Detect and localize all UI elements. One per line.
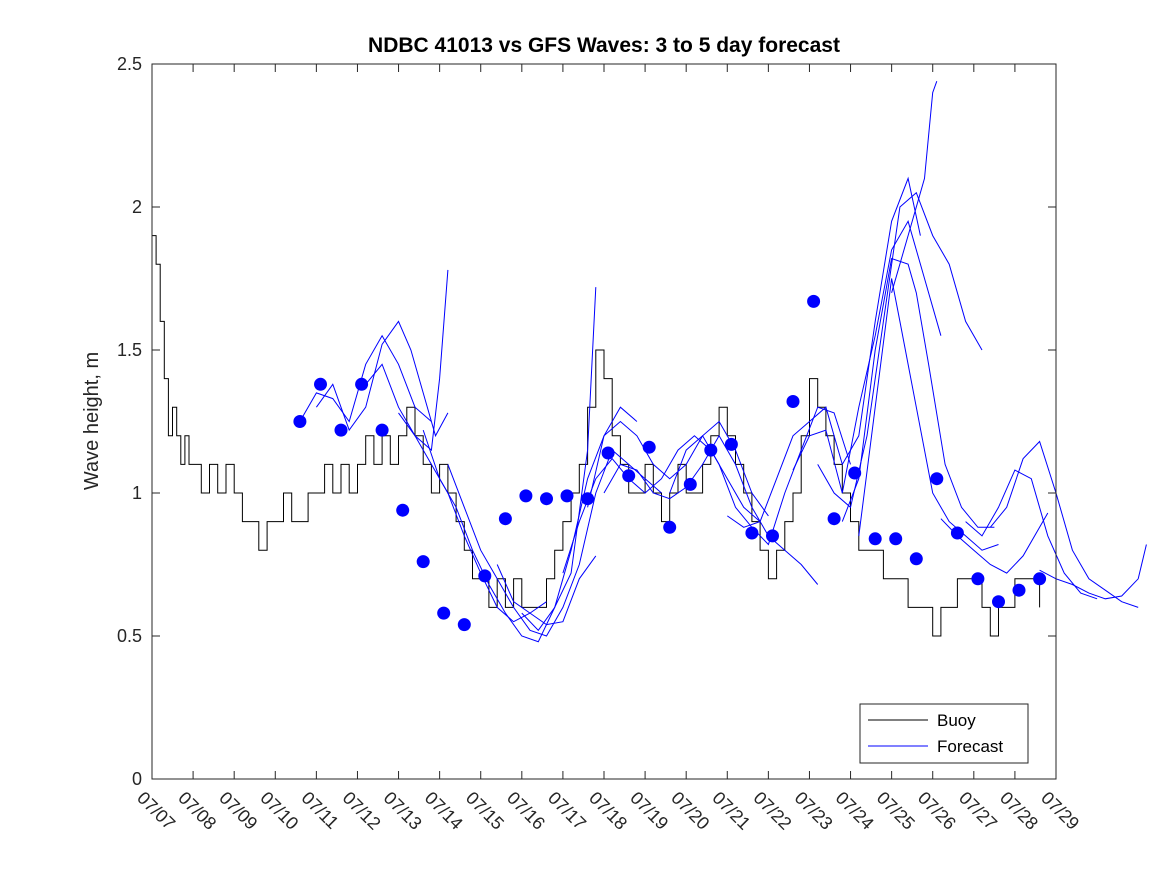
forecast-run-line [669, 406, 851, 546]
y-tick-label: 2.5 [117, 54, 142, 74]
forecast-point [519, 489, 533, 503]
x-tick-label: 07/15 [462, 788, 508, 834]
forecast-point [642, 440, 656, 454]
y-tick-label: 0.5 [117, 626, 142, 646]
x-tick-label: 07/27 [955, 788, 1001, 834]
plot-area [152, 64, 1056, 779]
forecast-point [807, 294, 821, 308]
forecast-point [950, 526, 964, 540]
forecast-run-line [299, 334, 432, 423]
forecast-point [437, 606, 451, 620]
forecast-point [909, 552, 923, 566]
y-tick-label: 1 [132, 483, 142, 503]
forecast-run-line [989, 440, 1139, 608]
forecast-point [293, 415, 307, 428]
forecast-point [786, 395, 800, 408]
forecast-point [314, 377, 327, 391]
legend-buoy-label: Buoy [937, 711, 976, 730]
forecast-point [478, 569, 492, 583]
forecast-point [848, 466, 862, 480]
forecast-run-line [447, 449, 662, 637]
x-tick-label: 07/11 [298, 788, 343, 833]
forecast-point [375, 423, 389, 437]
x-tick-label: 07/17 [544, 788, 590, 834]
forecast-point [704, 443, 718, 457]
forecast-point [1012, 583, 1026, 597]
legend-forecast-label: Forecast [937, 737, 1003, 756]
forecast-run-line [891, 81, 938, 293]
legend: Buoy Forecast [859, 703, 1029, 764]
forecast-point [930, 472, 944, 486]
forecast-point [1033, 572, 1047, 586]
forecast-point [766, 529, 779, 543]
x-tick-label: 07/24 [832, 788, 878, 834]
plot-frame [151, 63, 1057, 780]
forecast-run-line [521, 287, 597, 632]
x-tick-label: 07/29 [1037, 788, 1083, 834]
forecast-run-line [1039, 544, 1147, 600]
forecast-point [663, 520, 677, 534]
forecast-run-line [422, 406, 638, 643]
forecast-point [334, 423, 348, 437]
x-tick-label: 07/07 [133, 788, 179, 834]
x-tick-label: 07/25 [873, 788, 919, 834]
forecast-point [724, 437, 738, 451]
x-tick-label: 07/28 [996, 788, 1042, 834]
y-axis-label: Wave height, m [81, 352, 103, 490]
x-tick-label: 07/12 [339, 788, 385, 834]
chart-title: NDBC 41013 vs GFS Waves: 3 to 5 day fore… [368, 34, 840, 57]
x-tick-label: 07/23 [791, 788, 837, 834]
x-tick-label: 07/14 [421, 788, 467, 834]
forecast-run-line [496, 555, 597, 626]
x-tick-label: 07/13 [380, 788, 426, 834]
forecast-point [457, 618, 471, 632]
x-tick-label: 07/16 [503, 788, 549, 834]
x-tick-label: 07/22 [750, 788, 796, 834]
forecast-point [971, 572, 985, 586]
forecast-point [889, 532, 903, 546]
forecast-run-line [841, 257, 995, 528]
y-tick-label: 0 [132, 769, 142, 789]
forecast-run-line [858, 278, 999, 551]
forecast-point [416, 555, 430, 569]
x-tick-label: 07/09 [215, 788, 261, 834]
x-tick-label: 07/08 [174, 788, 220, 834]
buoy-series [152, 235, 1041, 637]
x-tick-label: 07/21 [708, 788, 754, 834]
forecast-run-line [398, 412, 547, 623]
forecast-run-line [315, 320, 449, 438]
x-tick-label: 07/10 [256, 788, 302, 834]
x-tick-label: 07/20 [667, 788, 713, 834]
forecast-point [601, 446, 615, 460]
x-tick-label: 07/26 [914, 788, 960, 834]
forecast-run-line [562, 435, 761, 574]
forecast-point [683, 477, 697, 491]
forecast-point [745, 526, 759, 540]
buoy-line [152, 235, 1041, 637]
forecast-point [992, 595, 1005, 609]
forecast-point [355, 377, 369, 391]
forecast-point [622, 469, 636, 483]
forecast-point [498, 512, 512, 526]
forecast-point [560, 489, 574, 503]
forecast-point [581, 492, 595, 506]
forecast-point [396, 503, 410, 517]
forecast-markers [293, 294, 1047, 632]
y-tick-label: 2 [132, 197, 142, 217]
forecast-run-line [817, 191, 983, 509]
forecast-series [299, 81, 1147, 643]
x-tick-label: 07/19 [626, 788, 672, 834]
forecast-run-line [792, 220, 942, 494]
forecast-point [540, 492, 553, 506]
forecast-run-line [727, 176, 921, 528]
forecast-point [868, 532, 882, 546]
legend-box [859, 703, 1029, 764]
x-tick-label: 07/18 [585, 788, 631, 834]
y-tick-label: 1.5 [117, 340, 142, 360]
forecast-point [827, 512, 841, 526]
